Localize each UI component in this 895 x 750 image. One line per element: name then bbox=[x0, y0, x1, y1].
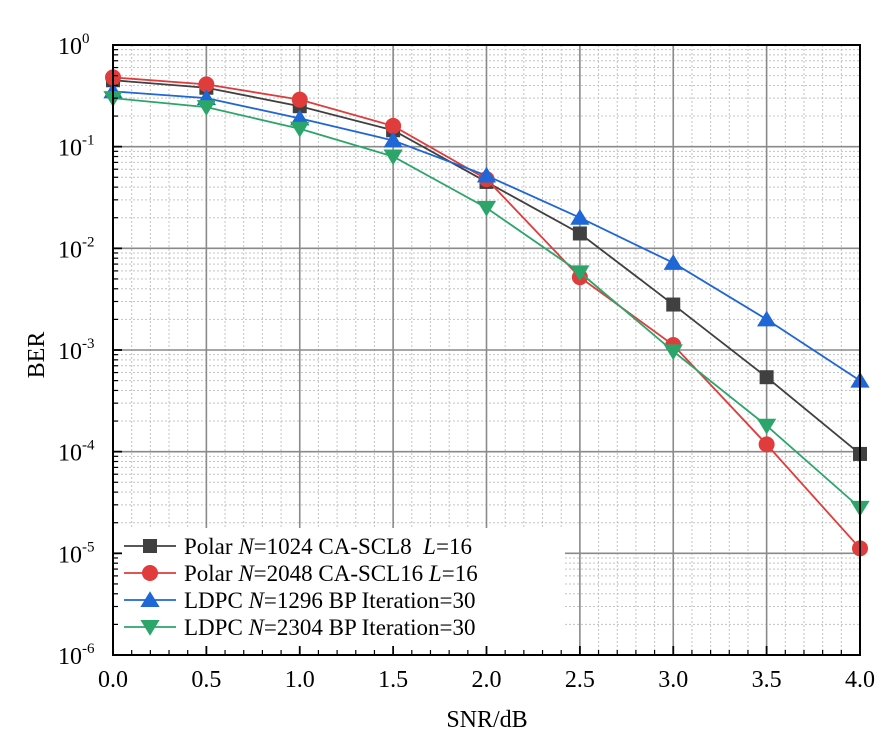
y-tick-label: 10-3 bbox=[58, 336, 95, 365]
x-tick-label: 2.5 bbox=[565, 667, 595, 693]
x-tick-label: 3.5 bbox=[752, 667, 782, 693]
x-axis-label: SNR/dB bbox=[446, 707, 527, 733]
series-4 bbox=[103, 91, 870, 517]
y-tick-label: 10-2 bbox=[58, 234, 95, 263]
legend-item: LDPC N=1296 BP Iteration=30 bbox=[124, 588, 476, 613]
y-tick-label: 100 bbox=[58, 31, 90, 60]
legend-item: LDPC N=2304 BP Iteration=30 bbox=[124, 615, 476, 640]
data-point bbox=[383, 149, 403, 166]
legend-marker bbox=[140, 591, 160, 607]
x-tick-label: 1.5 bbox=[378, 667, 408, 693]
x-tick-label: 0.0 bbox=[98, 667, 128, 693]
legend-item: Polar N=1024 CA-SCL8 L=16 bbox=[124, 534, 472, 559]
data-point bbox=[572, 226, 587, 241]
legend-background bbox=[118, 528, 565, 654]
y-tick-label: 10-1 bbox=[58, 133, 95, 162]
data-point bbox=[759, 370, 774, 385]
legend-marker bbox=[143, 539, 157, 553]
x-tick-label: 2.0 bbox=[472, 667, 502, 693]
data-point bbox=[666, 297, 681, 312]
y-tick-label: 10-6 bbox=[58, 641, 95, 670]
y-tick-label: 10-5 bbox=[58, 539, 95, 568]
y-axis-label: BER bbox=[24, 332, 50, 379]
y-tick-label: 10-4 bbox=[58, 438, 95, 467]
data-point bbox=[757, 418, 777, 435]
data-point bbox=[663, 254, 683, 270]
data-point bbox=[663, 344, 683, 361]
data-point bbox=[570, 208, 590, 225]
series-3 bbox=[103, 82, 870, 388]
legend-marker bbox=[140, 620, 160, 636]
data-point bbox=[476, 166, 497, 183]
data-point bbox=[476, 200, 497, 217]
data-point bbox=[198, 76, 215, 93]
legend-label: Polar N=2048 CA-SCL16 L=16 bbox=[184, 561, 478, 586]
data-point bbox=[290, 109, 310, 126]
x-tick-label: 1.0 bbox=[285, 667, 315, 693]
legend-marker bbox=[142, 565, 158, 581]
legend-item: Polar N=2048 CA-SCL16 L=16 bbox=[124, 561, 478, 586]
data-point bbox=[290, 121, 310, 138]
data-point bbox=[570, 265, 590, 282]
data-point bbox=[385, 117, 402, 134]
data-point bbox=[291, 91, 308, 108]
legend-label: LDPC N=1296 BP Iteration=30 bbox=[184, 588, 476, 613]
data-point bbox=[196, 100, 216, 116]
data-point bbox=[383, 131, 403, 148]
legend-label: Polar N=1024 CA-SCL8 L=16 bbox=[184, 534, 472, 559]
series-layer bbox=[103, 69, 870, 557]
tick-labels: 0.0 0.5 1.0 1.5 2.0 2.5 3.0 3.5 4.0 100 10-1 10-2 10… bbox=[58, 31, 875, 693]
x-tick-label: 3.0 bbox=[658, 667, 688, 693]
axes bbox=[112, 44, 861, 656]
data-point bbox=[758, 436, 775, 453]
x-tick-label: 0.5 bbox=[191, 667, 221, 693]
legend-label: LDPC N=2304 BP Iteration=30 bbox=[184, 615, 476, 640]
x-tick-label: 4.0 bbox=[845, 667, 875, 693]
data-point bbox=[757, 310, 777, 327]
